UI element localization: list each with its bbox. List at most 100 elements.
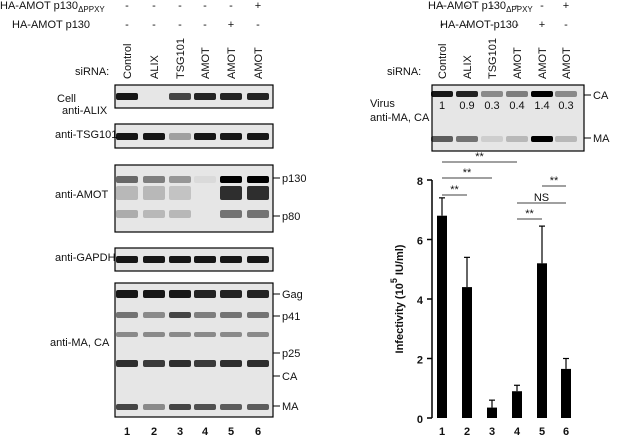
- y-tick-label: 0: [417, 414, 423, 426]
- construct-name: HA-AMOT p130: [440, 19, 518, 31]
- band: [247, 290, 269, 298]
- band: [143, 332, 165, 337]
- x-tick-label: 6: [563, 426, 569, 438]
- blot-label: anti-ALIX: [62, 105, 108, 117]
- sirna-name: Control: [437, 44, 449, 79]
- band: [220, 332, 242, 337]
- band: [143, 176, 165, 183]
- bar: [437, 215, 447, 418]
- sirna-name: AMOT: [512, 47, 524, 79]
- bar: [537, 263, 547, 418]
- blot: [114, 164, 274, 233]
- band: [194, 93, 216, 100]
- band: [531, 91, 553, 97]
- band: [506, 136, 528, 142]
- band: [116, 312, 138, 318]
- significance-label: NS: [534, 192, 549, 204]
- band: [194, 404, 216, 410]
- band: [456, 91, 478, 97]
- sign: -: [125, 0, 129, 12]
- marker-label: MA: [593, 133, 610, 145]
- sign: -: [540, 0, 544, 12]
- y-label-text: IU/ml): [394, 244, 406, 278]
- band: [143, 360, 165, 367]
- band: [143, 186, 165, 200]
- lane-number: 3: [177, 426, 183, 438]
- band: [169, 312, 191, 318]
- sirna-name: TSG101: [487, 38, 499, 79]
- band: [220, 360, 242, 367]
- quantification: 1: [439, 100, 445, 112]
- panel-title: Cell: [57, 93, 76, 105]
- quantification: 1.4: [534, 100, 549, 112]
- band: [220, 210, 242, 218]
- marker-label: p80: [282, 211, 300, 223]
- construct-subscript: ΔPPXY: [506, 5, 533, 14]
- band: [481, 91, 503, 97]
- significance-label: **: [450, 184, 459, 196]
- lane-number: 1: [124, 426, 130, 438]
- sign: -: [465, 0, 469, 12]
- band: [194, 360, 216, 367]
- band: [247, 210, 269, 218]
- marker-label: MA: [282, 401, 299, 413]
- band: [247, 93, 269, 100]
- band: [555, 91, 577, 97]
- band: [555, 136, 577, 142]
- sign: -: [256, 19, 260, 31]
- sign: -: [152, 0, 156, 12]
- band: [194, 312, 216, 318]
- band: [143, 290, 165, 298]
- construct-name: HA-AMOT p130: [428, 0, 506, 12]
- band: [194, 176, 216, 183]
- blot-label: anti-GAPDH: [55, 252, 116, 264]
- band: [456, 136, 478, 142]
- band: [247, 332, 269, 337]
- construct-name: HA-AMOT p130: [0, 0, 78, 12]
- significance-label: **: [475, 151, 484, 163]
- band: [116, 176, 138, 183]
- bar: [561, 368, 571, 418]
- band: [220, 93, 242, 100]
- y-label-text: Infectivity (10: [394, 283, 406, 353]
- sign: +: [539, 19, 545, 31]
- x-tick-label: 3: [489, 426, 495, 438]
- band: [116, 133, 138, 140]
- band: [169, 93, 191, 100]
- sirna-name: ALIX: [462, 54, 474, 79]
- band: [220, 176, 242, 183]
- y-tick-label: 4: [417, 295, 424, 307]
- bar: [512, 391, 522, 418]
- significance-label: **: [550, 175, 559, 187]
- y-axis-label: Infectivity (105 IU/ml): [389, 244, 406, 353]
- lane-number: 4: [202, 426, 209, 438]
- band: [169, 404, 191, 410]
- marker-label: p41: [282, 311, 300, 323]
- x-tick-label: 4: [514, 426, 521, 438]
- sign: -: [490, 19, 494, 31]
- band: [169, 186, 191, 200]
- band: [116, 210, 138, 218]
- y-tick-label: 6: [417, 236, 423, 248]
- band: [116, 256, 138, 263]
- band: [220, 133, 242, 140]
- band: [169, 210, 191, 218]
- sign: -: [515, 19, 519, 31]
- band: [506, 91, 528, 97]
- band: [247, 133, 269, 140]
- band: [116, 186, 138, 200]
- sign: -: [152, 19, 156, 31]
- marker-label: CA: [593, 90, 609, 102]
- sirna-name: TSG101: [175, 38, 187, 79]
- quantification: 0.3: [558, 100, 573, 112]
- significance-label: **: [463, 167, 472, 179]
- band: [143, 210, 165, 218]
- construct-label: HA-AMOT p130: [12, 19, 90, 31]
- x-tick-label: 5: [539, 426, 545, 438]
- lane-number: 2: [151, 426, 157, 438]
- marker-label: p25: [282, 348, 300, 360]
- bar: [462, 287, 472, 418]
- band: [169, 332, 191, 337]
- x-tick-label: 1: [439, 426, 445, 438]
